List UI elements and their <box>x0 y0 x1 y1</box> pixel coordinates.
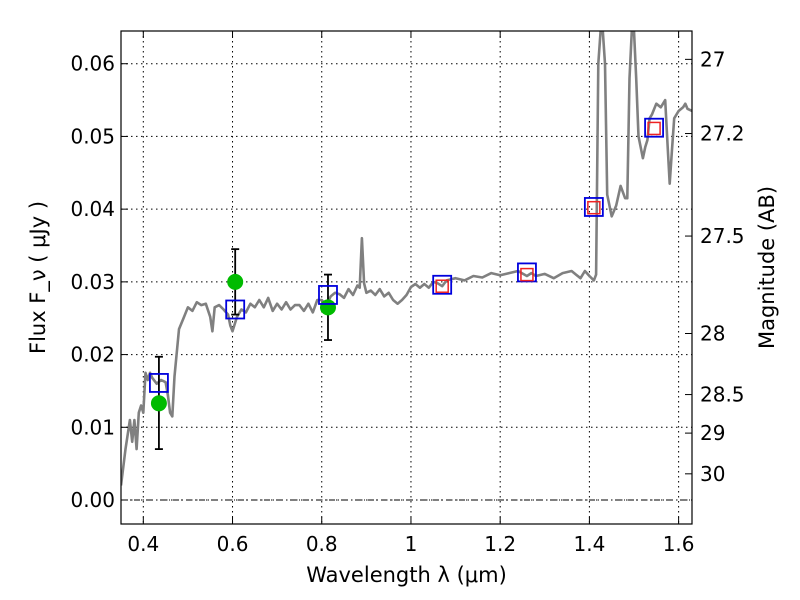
open-square-point <box>644 117 664 138</box>
x-tick-label: 0.6 <box>217 532 249 556</box>
x-tick-label: 0.4 <box>127 532 159 556</box>
y2-tick-label: 27.5 <box>700 224 745 248</box>
filled-circle-point <box>319 299 336 316</box>
y2-tick-label: 27 <box>700 47 725 71</box>
y-tick-label: 0.02 <box>70 343 115 367</box>
grid-layer <box>121 31 692 524</box>
filled-circle-point <box>227 273 244 290</box>
y2-tick-label: 27.2 <box>700 122 745 146</box>
x-tick-label: 1 <box>405 532 418 556</box>
open-square-point <box>225 299 246 320</box>
model-spectrum-layer <box>121 31 692 486</box>
x-tick-label: 1.2 <box>484 532 516 556</box>
y2-tick-label: 28.5 <box>700 383 745 407</box>
tick-layer: 0.4 0.6 0.8 1 1.2 1.4 1.6 0.00 0.01 0.02 0.03 0.04 0… <box>70 31 745 556</box>
y2-tick-label: 28 <box>700 321 725 345</box>
y2-tick-label: 30 <box>700 462 725 486</box>
small-square-point <box>647 121 661 136</box>
errorbar-layer <box>154 248 332 451</box>
y-tick-label: 0.06 <box>70 52 115 76</box>
x-tick-label: 1.4 <box>573 532 605 556</box>
filled-circle-point <box>150 395 167 412</box>
open-square-point <box>583 197 604 217</box>
y-tick-label: 0.05 <box>70 124 115 148</box>
small-square-point <box>520 267 534 282</box>
y2-tick-label: 29 <box>700 421 725 445</box>
x-tick-label: 1.6 <box>663 532 695 556</box>
model-spectrum-line <box>121 31 692 486</box>
y-tick-label: 0.04 <box>70 197 115 221</box>
open-square-point <box>149 373 169 393</box>
open-square-point <box>318 285 338 305</box>
marker-layer <box>149 117 664 412</box>
plot-frame <box>120 30 693 525</box>
small-square-point <box>435 279 449 293</box>
y2-axis-label: Magnitude (AB) <box>755 186 779 349</box>
y-tick-label: 0.01 <box>70 415 115 439</box>
x-tick-label: 0.8 <box>306 532 338 556</box>
open-square-point <box>432 274 453 295</box>
y-axis-label: Flux F_ν ( μJy ) <box>26 201 51 354</box>
small-square-point <box>587 200 601 215</box>
y-tick-label: 0.00 <box>70 488 115 512</box>
y-tick-label: 0.03 <box>70 270 115 294</box>
open-square-point <box>517 262 537 283</box>
x-axis-label: Wavelength λ (μm) <box>306 563 507 587</box>
